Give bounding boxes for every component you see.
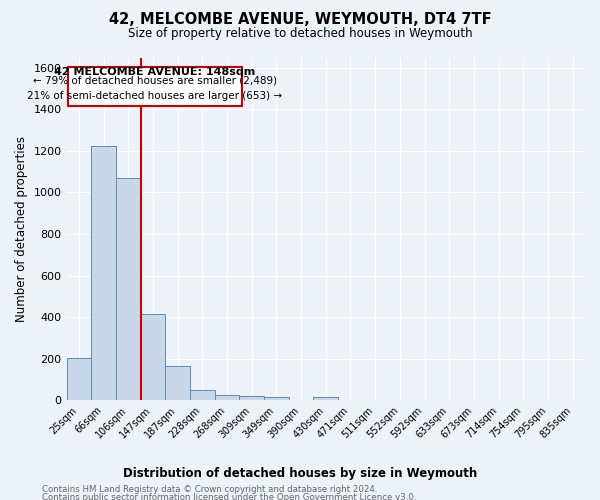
Bar [264, 397, 289, 400]
Bar [239, 396, 264, 400]
Y-axis label: Number of detached properties: Number of detached properties [15, 136, 28, 322]
Bar [116, 178, 140, 400]
Bar [190, 390, 215, 400]
Bar [165, 366, 190, 400]
Bar [313, 397, 338, 400]
Text: Contains public sector information licensed under the Open Government Licence v3: Contains public sector information licen… [42, 494, 416, 500]
Text: ← 79% of detached houses are smaller (2,489): ← 79% of detached houses are smaller (2,… [33, 76, 277, 86]
FancyBboxPatch shape [68, 67, 242, 106]
Bar [67, 358, 91, 400]
Bar [140, 314, 165, 400]
Text: 21% of semi-detached houses are larger (653) →: 21% of semi-detached houses are larger (… [27, 91, 283, 101]
Text: Distribution of detached houses by size in Weymouth: Distribution of detached houses by size … [123, 468, 477, 480]
Bar [91, 146, 116, 400]
Bar [215, 394, 239, 400]
Text: Size of property relative to detached houses in Weymouth: Size of property relative to detached ho… [128, 28, 472, 40]
Text: 42 MELCOMBE AVENUE: 148sqm: 42 MELCOMBE AVENUE: 148sqm [54, 68, 256, 78]
Text: 42, MELCOMBE AVENUE, WEYMOUTH, DT4 7TF: 42, MELCOMBE AVENUE, WEYMOUTH, DT4 7TF [109, 12, 491, 28]
Text: Contains HM Land Registry data © Crown copyright and database right 2024.: Contains HM Land Registry data © Crown c… [42, 485, 377, 494]
